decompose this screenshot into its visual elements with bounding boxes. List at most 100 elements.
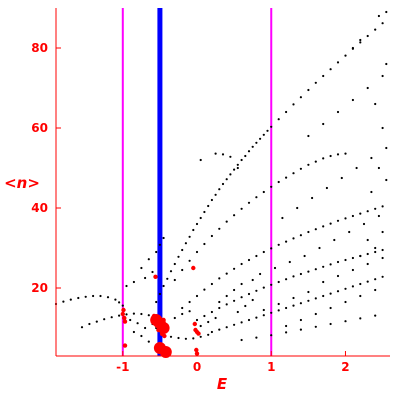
data-point: [374, 278, 377, 281]
data-point: [210, 310, 213, 314]
data-point: [262, 190, 265, 194]
data-point: [132, 312, 135, 315]
data-point: [359, 282, 362, 286]
data-point: [351, 46, 354, 50]
data-point: [192, 337, 195, 340]
data-point: [122, 319, 128, 324]
data-point: [207, 333, 210, 336]
data-point: [251, 145, 254, 148]
data-point: [122, 315, 127, 321]
data-point: [262, 133, 265, 136]
data-point: [225, 326, 228, 329]
data-point: [292, 304, 295, 307]
data-point: [229, 155, 232, 158]
data-point: [292, 296, 295, 300]
data-point: [262, 314, 265, 317]
data-point: [307, 230, 310, 234]
data-point: [240, 321, 243, 324]
data-point: [77, 296, 80, 300]
data-point: [336, 61, 340, 64]
data-point: [84, 295, 87, 298]
reference-lines: [121, 8, 273, 356]
data-point: [285, 176, 288, 179]
data-point: [374, 246, 377, 250]
data-point: [203, 210, 206, 214]
data-point: [322, 294, 325, 298]
data-point: [314, 81, 317, 84]
data-point: [218, 328, 221, 331]
data-point: [270, 311, 273, 314]
data-point: [288, 260, 291, 264]
data-point: [381, 248, 384, 252]
data-point: [299, 234, 302, 237]
data-point: [151, 270, 154, 274]
data-point: [296, 206, 299, 210]
data-point: [366, 238, 369, 242]
x-tick-label: -1: [116, 360, 129, 374]
data-point: [218, 277, 221, 280]
data-point: [359, 317, 362, 320]
data-point: [362, 222, 366, 226]
data-point: [366, 280, 369, 283]
data-point: [207, 204, 210, 208]
data-point: [233, 267, 236, 270]
data-point: [144, 276, 147, 280]
data-point: [214, 152, 217, 155]
data-point: [270, 334, 273, 337]
data-point: [188, 235, 191, 238]
data-point: [314, 297, 317, 300]
data-point: [329, 292, 332, 295]
data-point: [218, 188, 221, 191]
data-point: [214, 193, 217, 196]
data-point: [299, 96, 302, 99]
data-point: [307, 270, 310, 273]
data-point: [366, 252, 369, 256]
data-point: [240, 282, 243, 286]
data-point: [255, 196, 258, 199]
data-point: [158, 292, 161, 296]
data-point: [199, 335, 202, 338]
data-point: [207, 320, 210, 324]
data-point: [236, 163, 239, 166]
data-point: [159, 346, 172, 358]
data-point: [377, 14, 380, 18]
data-point: [125, 284, 128, 288]
data-point: [359, 38, 362, 42]
data-point: [110, 316, 113, 319]
data-point: [381, 275, 384, 278]
data-point: [344, 287, 347, 290]
data-point: [344, 54, 347, 57]
y-tick-label: 20: [31, 281, 48, 295]
data-point: [188, 310, 191, 313]
data-point: [240, 158, 243, 162]
data-point: [314, 312, 317, 316]
data-point: [351, 98, 354, 102]
data-point: [322, 122, 325, 126]
data-point: [292, 172, 295, 175]
y-axis-label: <n>: [4, 174, 40, 192]
data-point: [181, 312, 184, 316]
data-point: [251, 298, 254, 302]
data-point: [344, 258, 347, 262]
data-point: [247, 150, 251, 153]
data-point: [329, 154, 332, 158]
data-point: [218, 300, 221, 304]
data-point: [329, 222, 332, 225]
data-point: [329, 322, 332, 326]
data-point: [292, 237, 295, 240]
data-point: [177, 255, 180, 258]
data-point: [329, 306, 332, 310]
data-point: [314, 325, 317, 328]
data-point: [125, 313, 128, 316]
data-point: [307, 299, 310, 302]
data-point: [303, 254, 306, 258]
data-point: [385, 178, 388, 182]
data-point: [255, 289, 258, 292]
data-point: [157, 322, 170, 334]
data-point: [336, 290, 340, 293]
data-point: [225, 272, 228, 275]
data-point: [118, 314, 121, 317]
data-point: [381, 74, 384, 78]
x-axis-label: E: [217, 375, 228, 393]
data-point: [344, 152, 347, 155]
